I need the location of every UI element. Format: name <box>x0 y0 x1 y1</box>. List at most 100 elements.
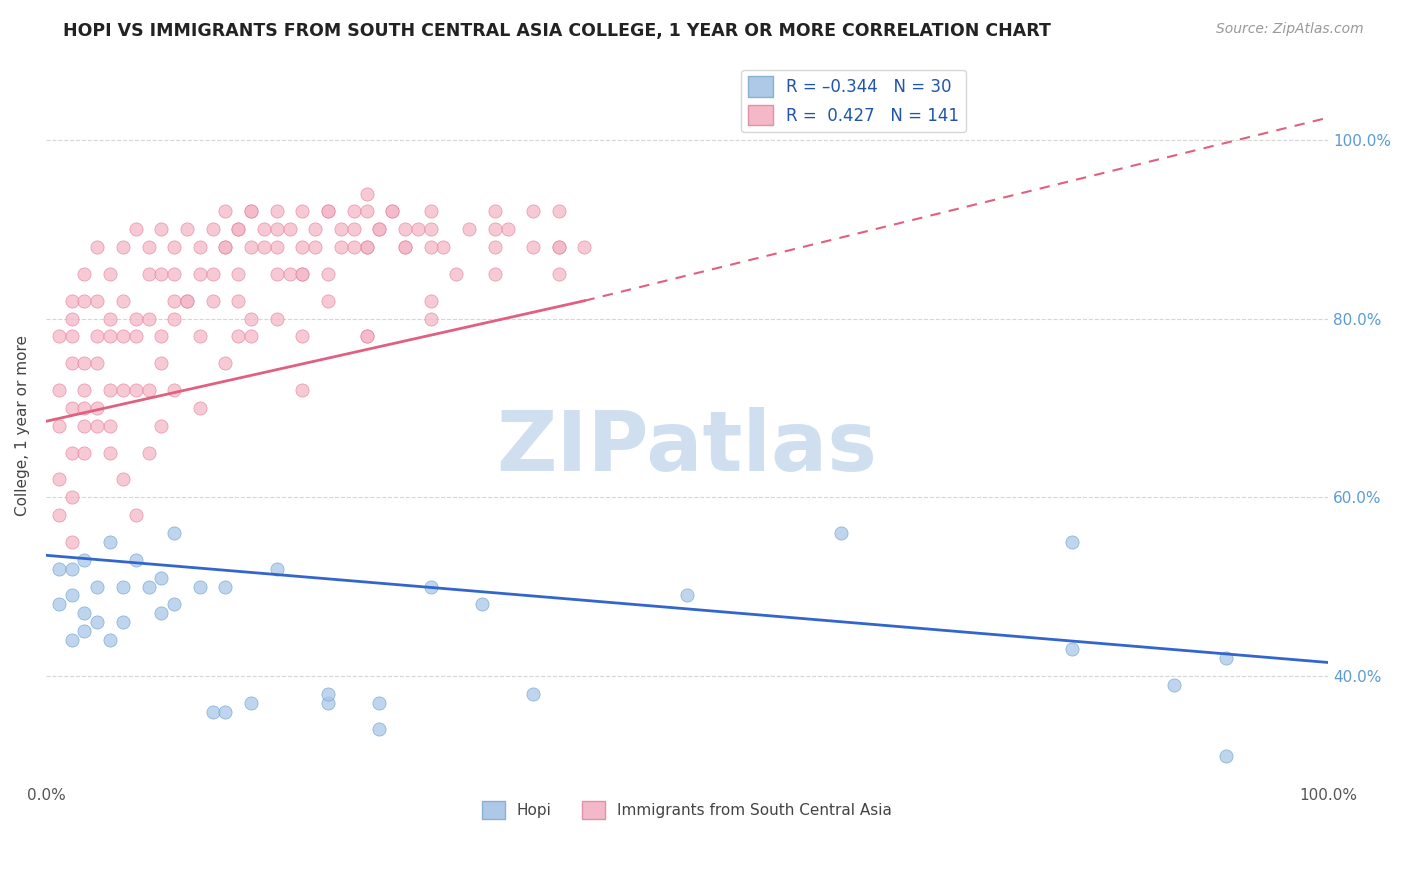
Point <box>522 204 544 219</box>
Point <box>111 580 134 594</box>
Point <box>111 240 134 254</box>
Point <box>830 525 852 540</box>
Point <box>98 383 121 397</box>
Point <box>419 293 441 308</box>
Point <box>60 311 83 326</box>
Point <box>240 240 263 254</box>
Point <box>138 240 160 254</box>
Point <box>86 240 108 254</box>
Point <box>188 329 211 343</box>
Point <box>496 222 519 236</box>
Point <box>291 383 314 397</box>
Point <box>86 293 108 308</box>
Point <box>253 222 276 236</box>
Point <box>163 311 186 326</box>
Point <box>48 383 70 397</box>
Point <box>60 633 83 648</box>
Point <box>484 267 506 281</box>
Point <box>150 356 173 370</box>
Point <box>368 222 391 236</box>
Point <box>356 204 378 219</box>
Point <box>291 329 314 343</box>
Point <box>60 293 83 308</box>
Legend: Hopi, Immigrants from South Central Asia: Hopi, Immigrants from South Central Asia <box>475 795 898 825</box>
Point <box>60 534 83 549</box>
Point <box>163 598 186 612</box>
Point <box>176 222 198 236</box>
Point <box>98 311 121 326</box>
Point <box>214 356 236 370</box>
Point <box>266 311 288 326</box>
Point <box>266 562 288 576</box>
Point <box>60 589 83 603</box>
Point <box>86 329 108 343</box>
Point <box>316 687 339 701</box>
Point <box>73 607 96 621</box>
Point <box>226 222 249 236</box>
Text: HOPI VS IMMIGRANTS FROM SOUTH CENTRAL ASIA COLLEGE, 1 YEAR OR MORE CORRELATION C: HOPI VS IMMIGRANTS FROM SOUTH CENTRAL AS… <box>63 22 1052 40</box>
Point <box>48 472 70 486</box>
Point <box>201 705 224 719</box>
Point <box>125 311 148 326</box>
Point <box>240 204 263 219</box>
Point <box>188 267 211 281</box>
Point <box>201 267 224 281</box>
Point <box>316 267 339 281</box>
Point <box>60 356 83 370</box>
Point <box>73 553 96 567</box>
Point <box>48 562 70 576</box>
Point <box>125 508 148 522</box>
Point <box>356 240 378 254</box>
Point <box>163 525 186 540</box>
Point <box>111 472 134 486</box>
Point <box>278 222 301 236</box>
Point <box>163 383 186 397</box>
Point <box>163 267 186 281</box>
Point <box>368 696 391 710</box>
Point <box>125 383 148 397</box>
Point <box>291 267 314 281</box>
Point <box>1163 678 1185 692</box>
Point <box>419 240 441 254</box>
Point <box>240 204 263 219</box>
Point <box>291 240 314 254</box>
Point <box>1060 642 1083 657</box>
Point <box>188 240 211 254</box>
Point <box>86 401 108 415</box>
Point <box>138 311 160 326</box>
Point <box>226 293 249 308</box>
Point <box>329 222 352 236</box>
Point <box>343 204 366 219</box>
Point <box>138 445 160 459</box>
Point <box>125 553 148 567</box>
Point <box>188 580 211 594</box>
Point <box>48 418 70 433</box>
Point <box>86 418 108 433</box>
Point <box>547 240 569 254</box>
Point <box>125 329 148 343</box>
Point <box>176 293 198 308</box>
Point <box>226 267 249 281</box>
Point <box>111 329 134 343</box>
Point <box>547 204 569 219</box>
Point <box>73 356 96 370</box>
Point <box>48 598 70 612</box>
Point <box>394 222 416 236</box>
Point <box>73 267 96 281</box>
Point <box>522 240 544 254</box>
Point <box>111 615 134 630</box>
Point <box>60 445 83 459</box>
Point <box>150 607 173 621</box>
Point <box>343 222 366 236</box>
Point <box>73 383 96 397</box>
Point <box>125 222 148 236</box>
Point <box>1060 534 1083 549</box>
Point <box>111 383 134 397</box>
Point <box>60 562 83 576</box>
Point <box>291 267 314 281</box>
Point <box>522 687 544 701</box>
Point <box>316 696 339 710</box>
Point <box>278 267 301 281</box>
Point <box>356 186 378 201</box>
Point <box>266 222 288 236</box>
